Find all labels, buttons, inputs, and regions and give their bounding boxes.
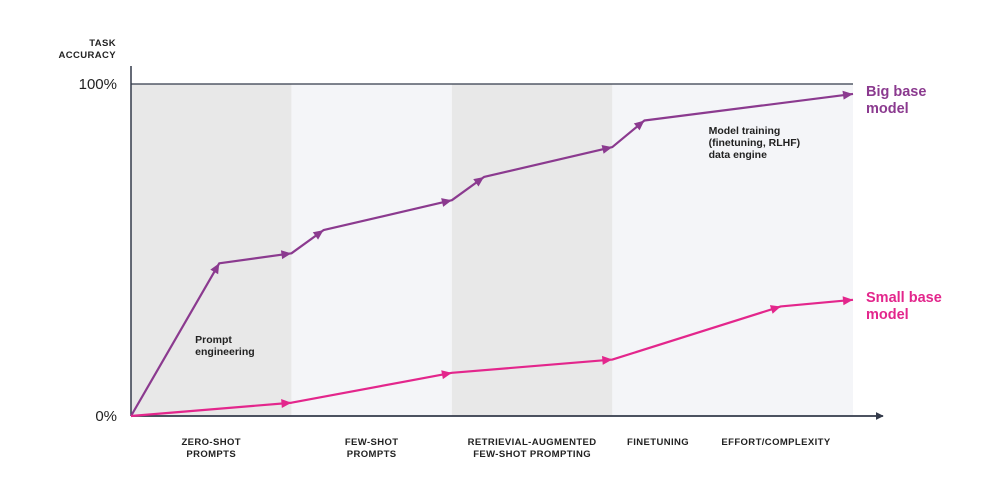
big-base-model-label: Big base model <box>866 84 926 117</box>
y-axis-title-line: TASK <box>89 38 116 49</box>
stage-band-3 <box>451 84 613 416</box>
big-base-model-point-5 <box>473 176 484 187</box>
small-base-model-point-3 <box>601 355 613 365</box>
category-line: FINETUNING <box>627 437 689 448</box>
stage-band-2 <box>291 84 452 416</box>
category-line: PROMPTS <box>347 449 397 460</box>
y-tick-label-0: 0% <box>95 408 117 425</box>
chart-annotations: Prompt engineering Model training (finetuni… <box>195 125 800 358</box>
series-label-line: model <box>866 307 909 323</box>
category-line: ZERO-SHOT <box>181 437 241 448</box>
y-axis-title: TASK ACCURACY <box>58 38 116 61</box>
series-label-line: Big base <box>866 84 926 100</box>
annotation-line: (finetuning, RLHF) <box>709 137 801 149</box>
small-base-model-line <box>130 298 854 418</box>
y-axis-label: TASK ACCURACY <box>58 38 116 61</box>
annotation-line: Prompt <box>195 334 232 346</box>
small-base-model-point-2 <box>441 370 452 380</box>
annotation-line: Model training <box>709 125 781 137</box>
small-base-model-point-5 <box>842 296 853 306</box>
annotation-line: data engine <box>709 149 768 161</box>
category-line: FEW-SHOT PROMPTING <box>473 449 591 460</box>
y-axis-ticks: 100% 0% <box>79 76 117 425</box>
big-base-model-point-7 <box>633 120 645 131</box>
y-axis-title-line: ACCURACY <box>58 50 116 61</box>
small-base-model-point-4 <box>769 305 781 314</box>
stage-band-4 <box>612 84 853 416</box>
stage-band-1 <box>131 84 292 416</box>
annotation-prompt: Prompt engineering <box>195 334 255 358</box>
series-label-line: model <box>866 101 909 117</box>
small-base-model-label: Small base model <box>866 290 942 323</box>
category-few-shot-prompts: FEW-SHOT PROMPTS <box>345 437 399 460</box>
annotation-line: engineering <box>195 346 255 358</box>
big-base-model-point-8 <box>842 90 853 100</box>
series-label-line: Small base <box>866 290 942 306</box>
category-zero-shot-prompts: ZERO-SHOT PROMPTS <box>181 437 241 460</box>
big-base-model-point-3 <box>312 230 324 240</box>
annotation-model-training: Model training (finetuning, RLHF) data eng… <box>709 125 801 161</box>
category-line: PROMPTS <box>186 449 236 460</box>
axes <box>130 66 884 420</box>
big-base-model-point-6 <box>601 144 613 154</box>
category-line: FEW-SHOT <box>345 437 399 448</box>
category-effort-complexity: EFFORT/COMPLEXITY <box>721 437 830 448</box>
series-lines <box>130 90 854 418</box>
big-base-model-point-2 <box>280 250 292 260</box>
stage-bands <box>131 84 853 416</box>
y-tick-label-100: 100% <box>79 76 117 93</box>
big-base-model-point-1 <box>210 263 220 275</box>
category-line: EFFORT/COMPLEXITY <box>721 437 830 448</box>
small-base-model-point-1 <box>281 399 292 409</box>
category-finetuning: FINETUNING <box>627 437 689 448</box>
category-retrievial-augmented-few-shot-prompting: RETRIEVIAL-AUGMENTED FEW-SHOT PROMPTING <box>468 437 597 460</box>
big-base-model-point-4 <box>441 198 452 207</box>
category-line: RETRIEVIAL-AUGMENTED <box>468 437 597 448</box>
